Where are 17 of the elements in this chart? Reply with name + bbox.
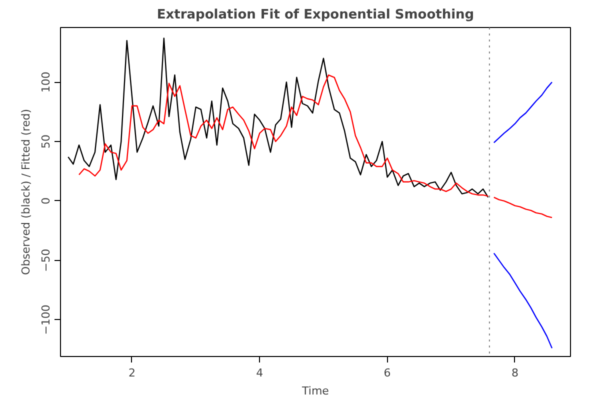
line-series (493, 82, 553, 144)
chart-title: Extrapolation Fit of Exponential Smoothing (156, 8, 474, 22)
line-series (78, 74, 489, 197)
line-series (493, 252, 553, 349)
x-tick-label: 8 (511, 366, 518, 380)
y-tick-label: −100 (40, 304, 52, 335)
x-tick-label: 2 (128, 366, 136, 380)
y-tick-label: 50 (40, 134, 52, 149)
y-tick-label: −50 (40, 248, 52, 272)
line-series (68, 38, 489, 198)
y-tick-label: 100 (40, 72, 52, 93)
x-tick-label: 6 (384, 366, 391, 380)
x-tick-label: 4 (256, 366, 264, 380)
y-axis-title: Observed (black) / Fitted (red) (20, 109, 32, 275)
y-tick-label: 0 (40, 197, 52, 204)
line-series (493, 196, 553, 218)
x-axis-title: Time (301, 384, 330, 398)
